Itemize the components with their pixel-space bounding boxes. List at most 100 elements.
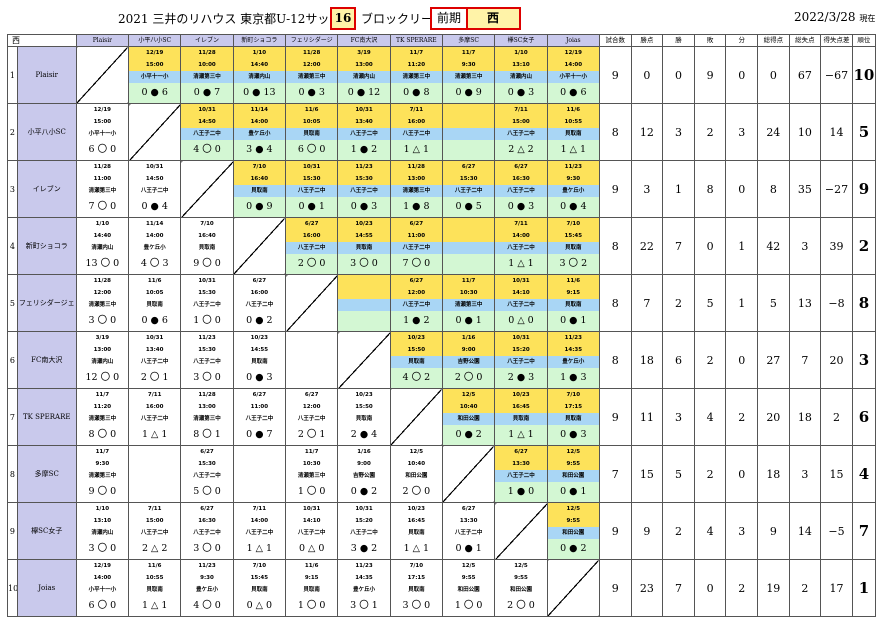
match-time: 9:30 bbox=[548, 173, 599, 185]
match-venue: 八王子二中 bbox=[495, 299, 547, 311]
table-row: 5 フェリシダージェ 11/28 12:00 清瀬第三中 3 〇 0 11/6 10:05 貝取… bbox=[7, 274, 877, 332]
match-date: 10/31 bbox=[495, 275, 547, 287]
stat-cell: 1 bbox=[662, 160, 695, 218]
stat-cell: 8 bbox=[757, 160, 790, 218]
match-result: 1 〇 0 bbox=[193, 315, 221, 326]
league-table: 西 Plaisir 小平八小SC イレブン 新町ショコラ フェリシダージ FC南大沢 TK … bbox=[7, 34, 877, 617]
match-date: 11/7 bbox=[304, 449, 319, 455]
match-result: 0 ● 6 bbox=[129, 83, 180, 103]
match-result: 0 ● 1 bbox=[455, 543, 482, 554]
match-cell: 6/27 11:00 八王子二中 0 ● 7 bbox=[232, 388, 287, 446]
match-date: 12/5 bbox=[548, 446, 599, 458]
stat-cell: 0 bbox=[693, 217, 727, 275]
match-cell: 11/23 15:30 八王子二中 0 ● 3 bbox=[337, 160, 391, 218]
match-result: 0 ● 5 bbox=[443, 197, 494, 217]
match-date: 10/31 bbox=[146, 335, 164, 341]
match-venue: 清瀬第三中 bbox=[88, 473, 117, 479]
match-cell: 11/28 13:00 清瀬第三中 8 〇 1 bbox=[180, 388, 234, 446]
match-result: 0 ● 4 bbox=[548, 197, 599, 217]
match-time: 16:40 bbox=[234, 173, 285, 185]
match-date: 10/23 bbox=[250, 335, 268, 341]
match-date: 11/14 bbox=[146, 221, 164, 227]
match-cell: 11/7 10:30 清瀬第三中 1 〇 0 bbox=[284, 445, 339, 503]
row-number: 7 bbox=[7, 388, 18, 446]
match-time: 10:40 bbox=[443, 401, 494, 413]
match-info: 7/10 16:40 貝取南 9 〇 0 bbox=[182, 219, 232, 274]
period-label: 前期 bbox=[432, 9, 468, 28]
stat-cell: 13 bbox=[788, 274, 822, 332]
match-result: 3 〇 0 bbox=[338, 254, 390, 274]
self-match-cell bbox=[180, 160, 234, 218]
match-info: 11/6 9:15 貝取南 1 〇 0 bbox=[287, 561, 337, 616]
match-info: 12/5 9:55 和田公園 0 ● 1 bbox=[548, 446, 599, 502]
match-info: 7/10 15:45 貝取南 3 〇 2 bbox=[548, 218, 599, 274]
match-cell: 10/23 15:50 貝取南 2 ● 4 bbox=[337, 388, 391, 446]
match-time: 13:00 bbox=[93, 347, 112, 353]
match-date: 7/11 bbox=[252, 506, 267, 512]
match-date: 6/27 bbox=[252, 392, 267, 398]
match-cell: 11/6 10:05 貝取南 0 ● 6 bbox=[128, 274, 182, 332]
match-cell: 6/27 15:30 八王子二中 5 〇 0 bbox=[180, 445, 234, 503]
match-result: 0 ● 6 bbox=[141, 315, 168, 326]
match-result: 1 △ 1 bbox=[246, 543, 273, 554]
match-time: 11:00 bbox=[93, 176, 112, 182]
match-date: 12/5 bbox=[443, 389, 494, 401]
match-result: 1 △ 1 bbox=[403, 543, 430, 554]
match-info: 10/23 16:45 貝取南 1 △ 1 bbox=[495, 389, 547, 445]
stat-cell: 2 bbox=[693, 331, 727, 389]
match-time: 9:00 bbox=[357, 461, 371, 467]
match-date: 10/31 bbox=[495, 332, 547, 344]
match-time: 9:55 bbox=[548, 458, 599, 470]
match-date: 7/11 bbox=[147, 506, 162, 512]
match-venue: 貝取南 bbox=[303, 587, 320, 593]
match-cell: 1/10 13:10 清瀬内山 0 ● 3 bbox=[494, 46, 548, 104]
match-info: 7/11 16:00 八王子二中 1 △ 1 bbox=[391, 104, 442, 160]
match-cell: 3/19 13:00 清瀬内山 0 ● 12 bbox=[337, 46, 391, 104]
match-info bbox=[234, 447, 284, 502]
match-date: 12/5 bbox=[514, 563, 528, 569]
match-info: 11/23 14:35 豊ケ丘小 1 ● 3 bbox=[548, 332, 599, 388]
stat-cell: 8 bbox=[598, 274, 632, 332]
match-venue: 豊ケ丘小 bbox=[548, 185, 599, 197]
match-time: 16:40 bbox=[198, 233, 216, 239]
league-title: 2021 三井のリハウス 東京都U-12サッカー bbox=[118, 12, 354, 26]
match-result: 3 〇 0 bbox=[193, 543, 221, 554]
stat-cell: 14 bbox=[788, 502, 822, 560]
match-venue: 清瀬内山 bbox=[91, 245, 114, 251]
stat-cell: 11 bbox=[630, 388, 664, 446]
column-header-stat: 総失点 bbox=[788, 34, 822, 47]
match-venue: 清瀬第三中 bbox=[443, 299, 494, 311]
match-info: 12/5 10:40 和田公園 0 ● 2 bbox=[443, 389, 494, 445]
match-date: 11/23 bbox=[198, 335, 216, 341]
match-cell: 1/16 9:00 吉野公園 0 ● 2 bbox=[337, 445, 391, 503]
match-venue bbox=[443, 242, 494, 254]
match-date: 6/27 bbox=[286, 218, 337, 230]
match-info: 6/27 11:00 八王子二中 7 〇 0 bbox=[391, 218, 442, 274]
match-cell: 6/27 16:30 八王子二中 0 ● 3 bbox=[494, 160, 548, 218]
match-date: 7/11 bbox=[495, 218, 547, 230]
match-venue: 八王子二中 bbox=[193, 359, 221, 365]
match-time: 15:45 bbox=[250, 575, 269, 581]
match-date: 12/19 bbox=[129, 47, 180, 59]
match-venue: 吉野公園 bbox=[443, 356, 494, 368]
match-venue: 清瀬内山 bbox=[234, 71, 285, 83]
match-date: 6/27 bbox=[461, 506, 476, 512]
match-time: 15:50 bbox=[391, 344, 442, 356]
match-date: 11/6 bbox=[286, 104, 337, 116]
match-venue: 小平十一小 bbox=[129, 71, 180, 83]
table-row: 10 Joias 12/19 14:00 小平十一小 6 〇 0 11/6 10:55 貝取南 1… bbox=[7, 559, 877, 617]
column-header-stat: 得失点差 bbox=[820, 34, 853, 47]
stat-cell: 0 bbox=[630, 46, 664, 104]
stat-cell: 0 bbox=[662, 46, 695, 104]
rank-cell: 7 bbox=[851, 502, 877, 560]
rank-cell: 10 bbox=[851, 46, 877, 104]
stat-cell: 7 bbox=[598, 445, 632, 503]
match-time: 14:55 bbox=[250, 347, 269, 353]
match-info: 10/31 14:50 八王子二中 4 〇 0 bbox=[181, 104, 233, 160]
match-date: 6/27 bbox=[200, 506, 214, 512]
match-venue: 貝取南 bbox=[251, 587, 268, 593]
match-result: 2 〇 0 bbox=[507, 600, 535, 611]
match-info: 7/10 16:40 貝取南 0 ● 9 bbox=[234, 161, 285, 217]
match-cell: 10/31 14:10 八王子二中 0 △ 0 bbox=[494, 274, 548, 332]
match-result: 3 〇 0 bbox=[88, 315, 117, 326]
